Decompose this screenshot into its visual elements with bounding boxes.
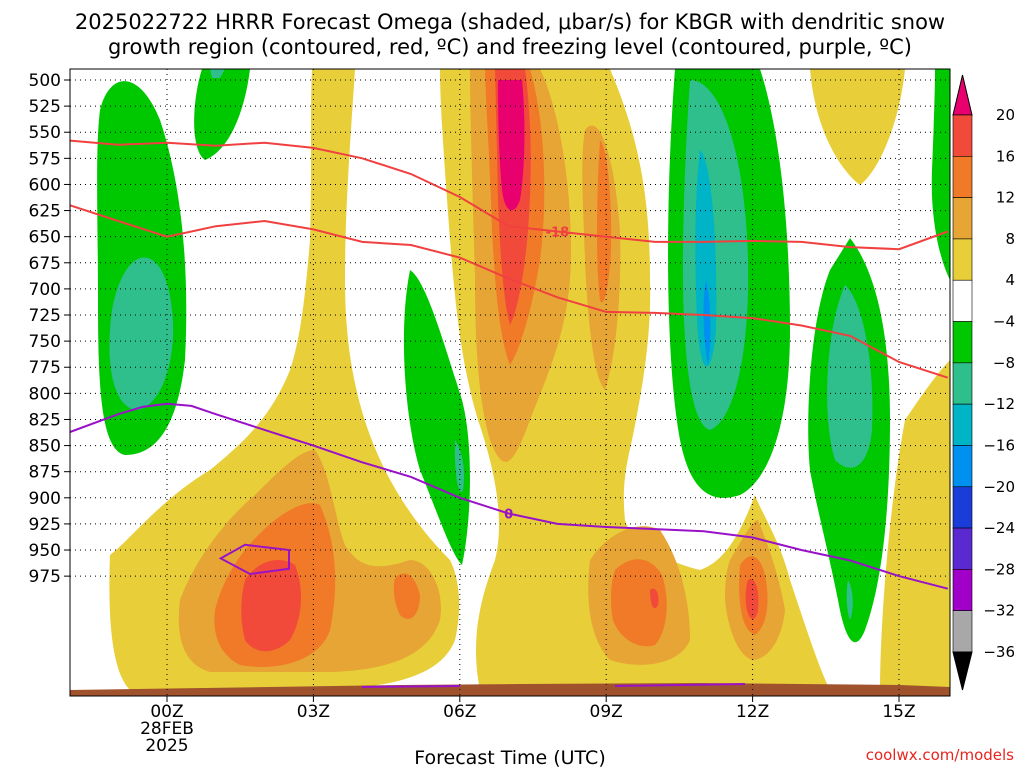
x-tick-label: 00Z	[150, 702, 183, 722]
y-tick-label: 650	[29, 228, 61, 248]
colorbar-label: 12	[996, 189, 1015, 207]
colorbar-label: 20	[996, 106, 1015, 124]
contour-lines: -18 0	[69, 139, 949, 688]
colorbar-segment	[952, 527, 973, 570]
colorbar-label: 16	[996, 147, 1015, 165]
terrain-layer	[70, 683, 950, 696]
y-tick-label: 750	[29, 332, 61, 352]
x-tick-label: 03Z	[297, 702, 330, 722]
y-tick-label: 700	[29, 280, 61, 300]
colorbar-label: 8	[1005, 230, 1015, 248]
y-tick-label: 675	[29, 254, 61, 274]
colorbar-label: −12	[983, 395, 1015, 413]
colorbar-label: −36	[983, 643, 1015, 661]
omega-positive-shading	[109, 69, 950, 690]
dgz-contour	[69, 204, 949, 379]
colorbar-label: 4	[1005, 271, 1015, 289]
colorbar-segment	[952, 279, 973, 322]
dgz-contour-label: -18	[546, 225, 570, 240]
y-tick-label: 950	[29, 541, 61, 561]
x-tick-sublabel: 28FEB	[140, 719, 194, 739]
colorbar-segment	[952, 362, 973, 405]
y-tick-label: 725	[29, 306, 61, 326]
omega-shading	[97, 69, 950, 690]
y-tick-label: 850	[29, 437, 61, 457]
omega-negative-shading	[97, 69, 950, 643]
colorbar-label: −28	[983, 560, 1015, 578]
colorbar-segment	[952, 321, 973, 364]
chart-title-line1: 2025022722 HRRR Forecast Omega (shaded, …	[75, 10, 945, 34]
colorbar-segment	[952, 238, 973, 281]
chart-title-line2: growth region (contoured, red, ºC) and f…	[108, 35, 912, 59]
y-tick-label: 875	[29, 463, 61, 483]
colorbar-label: −32	[983, 602, 1015, 620]
colorbar-segment	[952, 486, 973, 529]
x-axis-label: Forecast Time (UTC)	[414, 747, 605, 768]
y-tick-label: 775	[29, 358, 61, 378]
credit-text: coolwx.com/models	[866, 746, 1014, 764]
x-tick-label: 12Z	[736, 702, 769, 722]
colorbar-segment	[952, 197, 973, 240]
freezing-level-contour	[69, 402, 949, 590]
colorbar: 20 16 12 8 4 −4 −8 −12 −16 −20 −24 −28 −32 −36	[952, 74, 1015, 691]
plot-area: -18 0	[69, 68, 951, 697]
colorbar-label: −16	[983, 436, 1015, 454]
freezing-level-ground	[361, 685, 461, 688]
colorbar-segment	[952, 569, 973, 611]
colorbar-segment	[952, 114, 973, 157]
y-tick-label: 625	[29, 202, 61, 222]
colorbar-segment	[952, 445, 973, 488]
y-tick-label: 500	[29, 71, 61, 91]
colorbar-label: −24	[983, 519, 1015, 537]
x-tick-label: 06Z	[443, 702, 476, 722]
colorbar-segment	[952, 403, 973, 446]
colorbar-top-arrow	[952, 74, 973, 116]
colorbar-label: −20	[983, 478, 1015, 496]
y-tick-label: 900	[29, 489, 61, 509]
y-tick-label: 800	[29, 384, 61, 404]
colorbar-label: −8	[993, 354, 1015, 372]
colorbar-label: −4	[993, 313, 1015, 331]
x-tick-label: 15Z	[882, 702, 915, 722]
y-tick-label: 550	[29, 123, 61, 143]
grid-lines	[70, 69, 950, 696]
x-tick-label: 09Z	[590, 702, 623, 722]
y-tick-label: 825	[29, 410, 61, 430]
colorbar-segment	[952, 610, 973, 653]
y-tick-label: 575	[29, 149, 61, 169]
colorbar-segment	[952, 156, 973, 198]
colorbar-bottom-arrow	[952, 651, 973, 691]
y-axis: 500 525 550 575 600 625 650 675 700 725 750 775 800 8…	[29, 71, 70, 587]
freezing-level-cell	[218, 543, 290, 576]
y-tick-label: 925	[29, 515, 61, 535]
freezing-level-contour-label: 0	[504, 507, 513, 522]
freezing-level-ground	[614, 683, 746, 687]
y-tick-label: 600	[29, 175, 61, 195]
y-tick-label: 975	[29, 567, 61, 587]
x-tick-sublabel: 2025	[145, 736, 188, 756]
y-tick-label: 525	[29, 97, 61, 117]
dgz-contour	[69, 139, 949, 251]
